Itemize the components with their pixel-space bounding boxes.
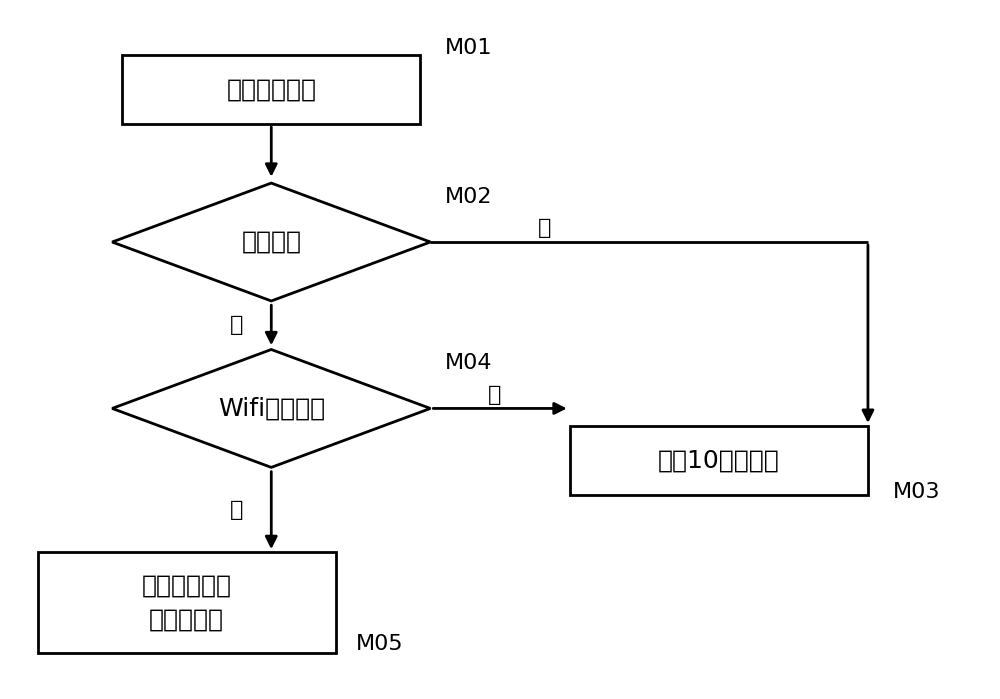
- Text: Wifi是否连接: Wifi是否连接: [218, 396, 325, 420]
- Text: 否: 否: [538, 218, 551, 238]
- Text: 执行前景应用
的检测流程: 执行前景应用 的检测流程: [142, 574, 232, 631]
- Text: M01: M01: [445, 38, 493, 58]
- Text: 启动10秒定时器: 启动10秒定时器: [658, 449, 780, 473]
- Text: M02: M02: [445, 187, 493, 207]
- Text: M04: M04: [445, 354, 493, 373]
- Text: 网络异常断流: 网络异常断流: [226, 78, 316, 101]
- Polygon shape: [112, 350, 430, 468]
- Bar: [122, 55, 420, 124]
- Text: 是: 是: [230, 315, 243, 336]
- Bar: [570, 426, 868, 495]
- Text: 是: 是: [488, 384, 502, 405]
- Text: 否: 否: [230, 500, 243, 520]
- Polygon shape: [112, 183, 430, 301]
- Text: M05: M05: [356, 634, 403, 654]
- Bar: [38, 552, 336, 653]
- Text: M03: M03: [893, 482, 940, 502]
- Text: 是否亮屏: 是否亮屏: [241, 230, 301, 254]
